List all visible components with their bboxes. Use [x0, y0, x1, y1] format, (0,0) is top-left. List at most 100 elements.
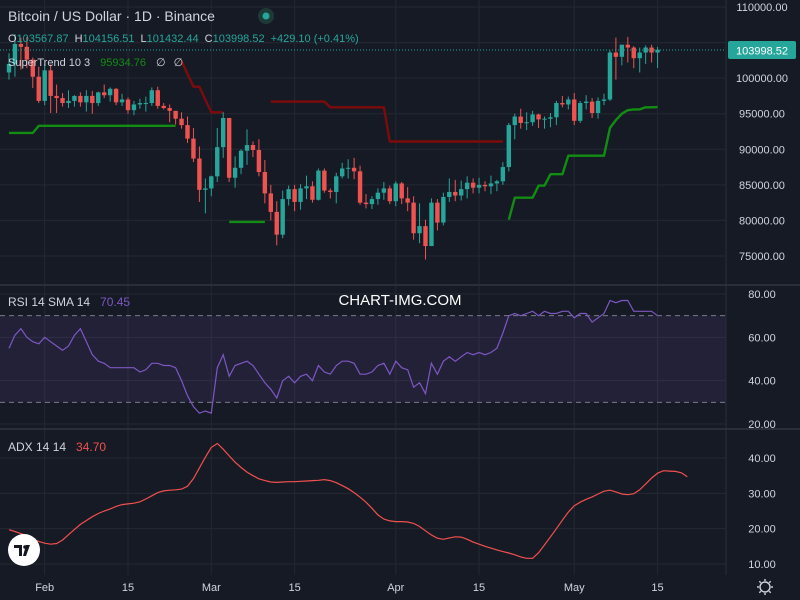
candle-up: [72, 95, 77, 101]
candle-up: [595, 100, 601, 114]
rsi-legend[interactable]: RSI 14 SMA 14 70.45: [8, 295, 130, 309]
time-tick-label: 15: [651, 582, 663, 594]
adx-legend[interactable]: ADX 14 14 34.70: [8, 440, 106, 454]
adx-tick-label: 20.00: [748, 524, 776, 536]
candle-up: [530, 114, 535, 123]
change-value: +429.10 (+0.41%): [271, 33, 359, 45]
supertrend-down-segment: [180, 60, 224, 114]
candle-down: [268, 193, 273, 212]
candle-down: [60, 98, 65, 104]
supertrend-null-icon-1: ∅: [156, 57, 166, 69]
supertrend-title: SuperTrend 10 3: [8, 57, 90, 69]
price-axis-labels[interactable]: 110000.00 100000.00 95000.00 90000.00 85000.…: [736, 2, 788, 571]
price-tick-label: 90000.00: [739, 144, 785, 156]
last-price-tag: 103998.52: [728, 41, 796, 59]
candle-down: [173, 110, 178, 119]
candle-down: [292, 189, 297, 202]
candle-down: [405, 198, 410, 203]
candle-up: [286, 189, 291, 200]
settings-gear-icon[interactable]: [757, 579, 773, 595]
supertrend-legend[interactable]: SuperTrend 10 3 95934.76 ∅ ∅: [8, 57, 183, 69]
candle-up: [232, 167, 238, 178]
price-tick-label: 85000.00: [739, 180, 785, 192]
candle-up: [601, 99, 607, 101]
supertrend-down-segment: [270, 100, 503, 143]
low-label: L: [141, 33, 147, 45]
candle-down: [54, 95, 59, 99]
candle-down: [435, 202, 440, 223]
candle-up: [554, 103, 559, 118]
candle-up: [607, 52, 613, 100]
candle-up: [304, 186, 309, 189]
candle-up: [209, 176, 214, 189]
high-value: 104156.51: [83, 33, 135, 45]
time-tick-label: May: [564, 582, 585, 594]
candle-up: [143, 103, 149, 105]
tradingview-logo-icon[interactable]: [8, 534, 40, 566]
ohlc-legend: O103567.87 H104156.51 L101432.44 C103998.52…: [8, 33, 359, 45]
candle-down: [197, 158, 202, 190]
rsi-band: [0, 315, 726, 403]
price-tick-label: 95000.00: [739, 109, 785, 121]
symbol-legend[interactable]: Bitcoin / US Dollar · 1D · Binance: [8, 8, 274, 24]
candle-down: [453, 191, 458, 196]
candle-up: [6, 63, 12, 73]
time-axis-labels[interactable]: Feb 15 Mar 15 Apr 15 May 15: [35, 582, 663, 594]
candle-down: [387, 188, 392, 202]
candle-down: [256, 149, 262, 173]
candle-down: [78, 95, 83, 103]
rsi-series-line: [8, 299, 658, 415]
rsi-line: [8, 299, 658, 415]
candle-down: [423, 226, 428, 247]
candle-down: [363, 202, 369, 205]
candle-down: [167, 108, 172, 111]
candle-up: [375, 192, 381, 200]
candle-down: [411, 202, 416, 234]
candle-up: [280, 199, 285, 235]
candle-down: [560, 103, 565, 105]
candle-down: [470, 182, 476, 188]
candle-up: [340, 168, 345, 177]
candle-up: [429, 202, 434, 247]
candle-up: [619, 44, 625, 57]
candle-up: [417, 226, 422, 234]
symbol-title[interactable]: Bitcoin / US Dollar · 1D · Binance: [8, 8, 215, 24]
candle-up: [476, 184, 482, 188]
candle-up: [334, 176, 339, 192]
price-tick-label: 80000.00: [739, 215, 785, 227]
candle-up: [542, 118, 547, 120]
supertrend-null-icon-2: ∅: [174, 57, 184, 69]
time-tick-label: 15: [473, 582, 485, 594]
price-tick-label: 110000.00: [736, 2, 787, 14]
candle-down: [48, 70, 53, 96]
rsi-band-fill: [0, 315, 726, 403]
candle-up: [583, 101, 589, 104]
candle-down: [179, 118, 184, 126]
candle-down: [625, 44, 630, 48]
candle-up: [512, 116, 517, 126]
candle-up: [107, 88, 113, 96]
candle-down: [90, 95, 95, 104]
time-tick-label: Apr: [387, 582, 404, 594]
candle-up: [203, 188, 208, 190]
candle-up: [12, 43, 18, 64]
adx-tick-label: 40.00: [748, 453, 776, 465]
rsi-tick-label: 80.00: [748, 289, 776, 301]
candle-up: [655, 49, 660, 53]
candle-up: [316, 170, 321, 200]
candle-up: [42, 70, 47, 101]
watermark: CHART-IMG.COM: [338, 292, 461, 309]
supertrend-line: [9, 60, 658, 224]
candle-down: [125, 99, 131, 111]
candle-down: [631, 47, 636, 59]
candle-up: [381, 188, 387, 193]
rsi-tick-label: 60.00: [748, 332, 776, 344]
high-label: H: [75, 33, 83, 45]
candle-down: [310, 186, 315, 200]
candle-down: [30, 59, 35, 77]
candle-up: [393, 183, 398, 202]
candle-up: [345, 167, 351, 169]
candle-up: [84, 95, 89, 103]
candle-up: [637, 52, 642, 59]
